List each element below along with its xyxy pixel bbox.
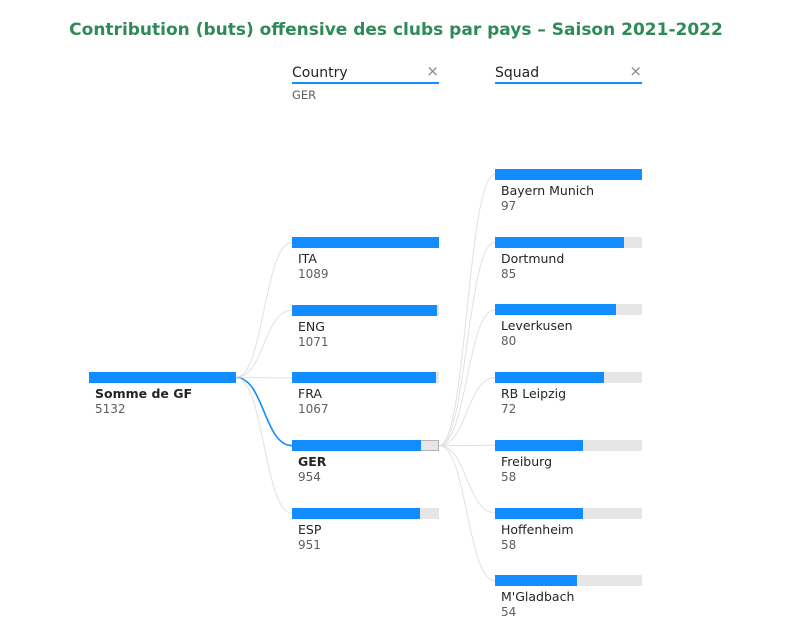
- level-header-underline: [292, 82, 439, 84]
- node-value: 954: [298, 470, 321, 485]
- bar-fill: [292, 304, 437, 316]
- node-value: 80: [501, 334, 517, 349]
- node-value: 1067: [298, 402, 329, 417]
- node-value: 58: [501, 537, 517, 552]
- chart-title: Contribution (buts) offensive des clubs …: [69, 20, 723, 40]
- bar-fill: [495, 507, 583, 519]
- bar-fill: [292, 237, 439, 248]
- level-filter-value: GER: [292, 88, 317, 102]
- node-value: 58: [501, 469, 517, 484]
- tree-link: [438, 309, 496, 447]
- tree-link: [438, 445, 496, 514]
- node-label: Leverkusen: [501, 318, 573, 334]
- bar-fill: [495, 439, 583, 451]
- node-value: 5132: [95, 402, 126, 416]
- bar-fill: [495, 575, 577, 587]
- close-icon[interactable]: ×: [426, 62, 439, 80]
- tree-link: [438, 174, 496, 447]
- bar-fill: [495, 236, 624, 248]
- node-value: 85: [501, 266, 517, 281]
- tree-link: [235, 242, 293, 378]
- node-value: 97: [501, 199, 517, 213]
- level-header-label: Country: [292, 65, 348, 81]
- bar-fill: [292, 440, 421, 452]
- node-label: M'Gladbach: [501, 589, 575, 605]
- node-value: 1071: [298, 334, 329, 349]
- level-header-squad[interactable]: Squad ×: [495, 62, 642, 102]
- node-value: 54: [501, 605, 517, 620]
- node-label: Bayern Munich: [501, 183, 595, 198]
- tree-link: [438, 445, 496, 582]
- bar-fill: [292, 507, 421, 519]
- node-label: ITA: [298, 251, 317, 266]
- level-header-label: Squad: [495, 65, 540, 81]
- node-label: GER: [298, 454, 327, 470]
- node-value: 951: [298, 537, 321, 552]
- tree-link: [235, 377, 293, 514]
- bar-fill: [495, 169, 642, 180]
- node-label: FRA: [298, 386, 322, 402]
- close-icon[interactable]: ×: [629, 62, 642, 80]
- tree-link: [438, 241, 496, 447]
- node-label: Somme de GF: [95, 386, 193, 401]
- tree-link-active: [235, 376, 293, 447]
- node-value: 72: [501, 402, 517, 417]
- bar-fill: [89, 372, 236, 383]
- node-label: ESP: [298, 521, 322, 537]
- node-label: Freiburg: [501, 453, 553, 469]
- node-label: ENG: [298, 318, 325, 334]
- node-label: Dortmund: [501, 250, 565, 266]
- level-header-underline: [495, 82, 642, 84]
- bar-fill: [495, 304, 617, 316]
- node-label: Hoffenheim: [501, 521, 574, 537]
- level-header-country[interactable]: Country × GER: [292, 62, 439, 102]
- bar-fill: [292, 372, 437, 384]
- tree-link: [235, 309, 293, 378]
- tree-link: [438, 377, 496, 447]
- bar-fill: [495, 372, 605, 384]
- node-value: 1089: [298, 267, 329, 281]
- node-label: RB Leipzig: [501, 386, 567, 402]
